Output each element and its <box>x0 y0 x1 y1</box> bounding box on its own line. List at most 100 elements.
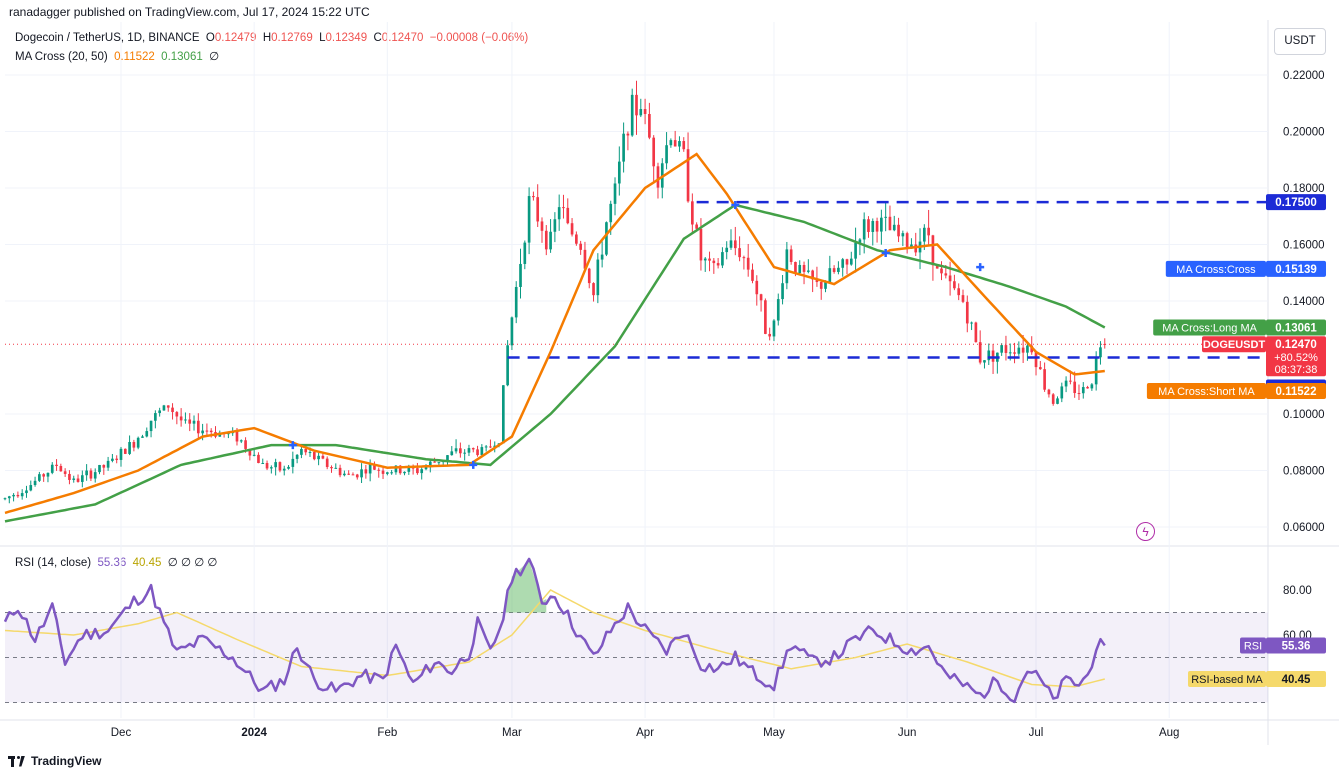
candle-body <box>235 431 239 442</box>
rsi-name-label: RSI <box>1244 640 1262 652</box>
candle-body <box>3 498 7 500</box>
rsi-ma-name-label: RSI-based MA <box>1191 674 1263 686</box>
candle-body <box>652 137 656 167</box>
candle-body <box>918 241 922 253</box>
candle-body <box>983 360 986 363</box>
candle-body <box>59 466 63 472</box>
candle-body <box>420 469 424 474</box>
ma-label[interactable]: MA Cross (20, 50) <box>15 51 108 63</box>
candle-body <box>828 268 832 283</box>
price-label-box <box>1266 379 1326 396</box>
candle-body <box>338 467 342 476</box>
ma-short-line <box>4 152 1105 515</box>
candle-body <box>729 240 733 248</box>
rsi-legend: RSI (14, close) 55.36 40.45 ∅ ∅ ∅ ∅ <box>15 555 217 569</box>
rsi-tick-label: 60.00 <box>1283 630 1312 642</box>
candle-body <box>579 243 582 250</box>
candle-body <box>433 461 436 463</box>
candle-body <box>802 264 806 272</box>
candle-body <box>605 222 608 255</box>
tradingview-logo-icon <box>8 755 26 767</box>
candle-body <box>940 268 943 274</box>
series-name-box <box>1165 260 1266 277</box>
candle-body <box>974 322 978 343</box>
candle-body <box>1081 387 1085 394</box>
candle-body <box>562 207 565 209</box>
candle-body <box>76 478 80 482</box>
symbol-legend: Dogecoin / TetherUS, 1D, BINANCE O0.1247… <box>15 32 528 44</box>
candle-body <box>463 452 466 454</box>
candle-body <box>132 441 136 448</box>
candle-body <box>231 431 235 434</box>
candle-body <box>630 94 634 136</box>
candle-body <box>373 464 376 470</box>
candle-body <box>102 464 106 468</box>
rsi-axis-value: 55.36 <box>1282 640 1311 652</box>
candle-body <box>1008 352 1012 354</box>
candle-body <box>819 282 823 289</box>
low-value: 0.12349 <box>325 32 368 44</box>
ma-cross-marker <box>731 200 740 209</box>
candle-body <box>794 261 797 274</box>
rsi-name-box <box>1240 637 1266 654</box>
candle-body <box>476 449 479 456</box>
candle-body <box>566 207 570 224</box>
candle-body <box>1004 345 1008 353</box>
candle-body <box>214 432 217 437</box>
candle-body <box>166 405 170 408</box>
candle-body <box>858 239 862 243</box>
candle-body <box>922 227 926 242</box>
candle-body <box>1017 347 1021 354</box>
x-tick-label: Feb <box>377 727 397 739</box>
candle-body <box>553 219 557 232</box>
candle-body <box>682 141 686 150</box>
candle-body <box>862 219 866 240</box>
rsi-value-box <box>1266 637 1326 654</box>
candle-body <box>351 474 355 476</box>
currency-button[interactable]: USDT <box>1274 28 1326 55</box>
candle-body <box>768 333 772 337</box>
candle-body <box>703 258 707 261</box>
candle-body <box>123 448 127 454</box>
rsi-label[interactable]: RSI (14, close) <box>15 557 92 569</box>
candle-body <box>532 196 535 198</box>
lightning-icon[interactable]: ϟ <box>1136 522 1155 541</box>
candle-body <box>343 473 346 476</box>
candle-body <box>991 350 995 362</box>
candle-body <box>50 464 54 473</box>
series-name-label: MA Cross:Long MA <box>1162 323 1257 335</box>
candle-body <box>209 430 213 433</box>
candle-body <box>46 472 50 477</box>
candle-body <box>540 221 544 231</box>
candle-body <box>815 279 819 283</box>
close-label: C <box>373 32 382 44</box>
candle-body <box>965 301 969 324</box>
candle-body <box>725 247 729 253</box>
last-price-box <box>1266 336 1326 377</box>
candle-body <box>901 233 905 237</box>
rsi-band <box>5 612 1268 703</box>
candle-body <box>1051 394 1055 404</box>
rsi-ma-name-box <box>1188 670 1266 687</box>
candle-body <box>514 286 518 318</box>
candle-body <box>665 145 668 164</box>
candle-body <box>364 469 368 474</box>
high-value: 0.12769 <box>271 32 313 44</box>
candle-body <box>377 469 381 471</box>
candle-body <box>892 224 896 231</box>
candle-body <box>145 431 149 437</box>
x-tick-label: Aug <box>1159 727 1179 739</box>
candle-body <box>347 473 351 475</box>
candle-body <box>33 480 37 486</box>
candle-body <box>785 249 789 284</box>
x-tick-label: Apr <box>636 727 654 739</box>
open-value: 0.12479 <box>214 32 257 44</box>
candle-body <box>721 252 724 266</box>
symbol-name[interactable]: Dogecoin / TetherUS, 1D, BINANCE <box>15 32 200 44</box>
ma-long-value: 0.13061 <box>161 51 203 63</box>
candle-body <box>25 490 28 494</box>
candle-body <box>712 260 716 264</box>
candles <box>3 80 1107 504</box>
candle-body <box>141 436 144 438</box>
